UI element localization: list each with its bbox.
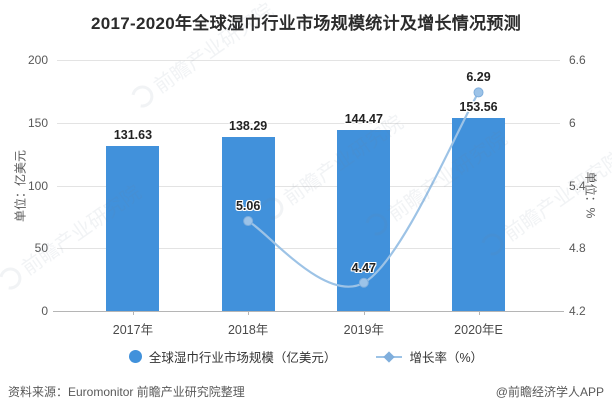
right-axis-tick-label: 4.2 [569,304,586,318]
gridline [57,185,560,187]
line-value-label: 5.06 [235,199,261,214]
credit-text: @前瞻经济学人APP [495,385,604,399]
page-title: 2017-2020年全球湿巾行业市场规模统计及增长情况预测 [91,14,521,33]
bar-value-label: 153.56 [459,100,498,115]
right-axis-tick-label: 6 [569,115,576,130]
legend-label: 全球湿巾行业市场规模（亿美元） [148,351,337,365]
bar-value-label: 144.47 [344,111,383,126]
legend: 全球湿巾行业市场规模（亿美元） 增长率（%） [0,347,612,366]
x-axis-line [53,311,564,312]
right-axis-tick-label: 5.4 [569,178,586,193]
bar-value-label: 131.63 [113,127,153,142]
watermark-logo-icon [0,262,26,294]
legend-item-growth-rate: 增长率（%） [376,347,483,366]
x-axis-label: 2020年E [454,323,503,337]
gridline [57,122,560,124]
bar-2020年E [452,118,505,311]
line-value-label: 6.29 [466,70,491,85]
x-axis-label: 2017年 [112,323,154,337]
line-marker [243,216,254,227]
legend-label: 增长率（%） [409,351,484,365]
left-axis-tick-label: 200 [27,53,48,67]
bar-series-swatch-icon [128,350,142,363]
line-marker [473,87,484,98]
left-axis-tick-label: 0 [41,304,48,318]
x-axis-tick [132,311,134,315]
footer: 资料来源：Euromonitor 前瞻产业研究院整理 @前瞻经济学人APP [8,383,604,400]
x-axis-label: 2018年 [227,323,269,337]
gridline [57,248,560,250]
growth-line-layer [243,87,484,288]
legend-item-market-size: 全球湿巾行业市场规模（亿美元） [128,347,337,366]
x-axis-label: 2019年 [343,323,384,337]
bar-value-label: 138.29 [229,119,268,134]
x-axis-tick [363,311,365,315]
left-axis-tick-label: 100 [27,178,48,193]
source-text: 资料来源：Euromonitor 前瞻产业研究院整理 [8,385,245,399]
gridline [57,60,560,61]
left-axis-tick-label: 150 [27,115,48,130]
x-axis-tick [478,311,480,315]
x-axis-tick [248,311,250,315]
bar-2017年 [106,145,160,311]
right-axis-tick-label: 4.8 [569,241,586,256]
line-series-swatch-icon [376,350,403,363]
left-axis-title: 单位：亿美元 [13,149,28,223]
line-marker [358,277,369,288]
plot-area: 0 50 100 150 200 4.2 4.8 5.4 6 6.6 2017年 2018年 2019年… [28,53,586,337]
line-value-label: 4.47 [351,260,376,275]
right-axis-tick-label: 6.6 [569,53,586,67]
left-axis-tick-label: 50 [34,241,48,256]
